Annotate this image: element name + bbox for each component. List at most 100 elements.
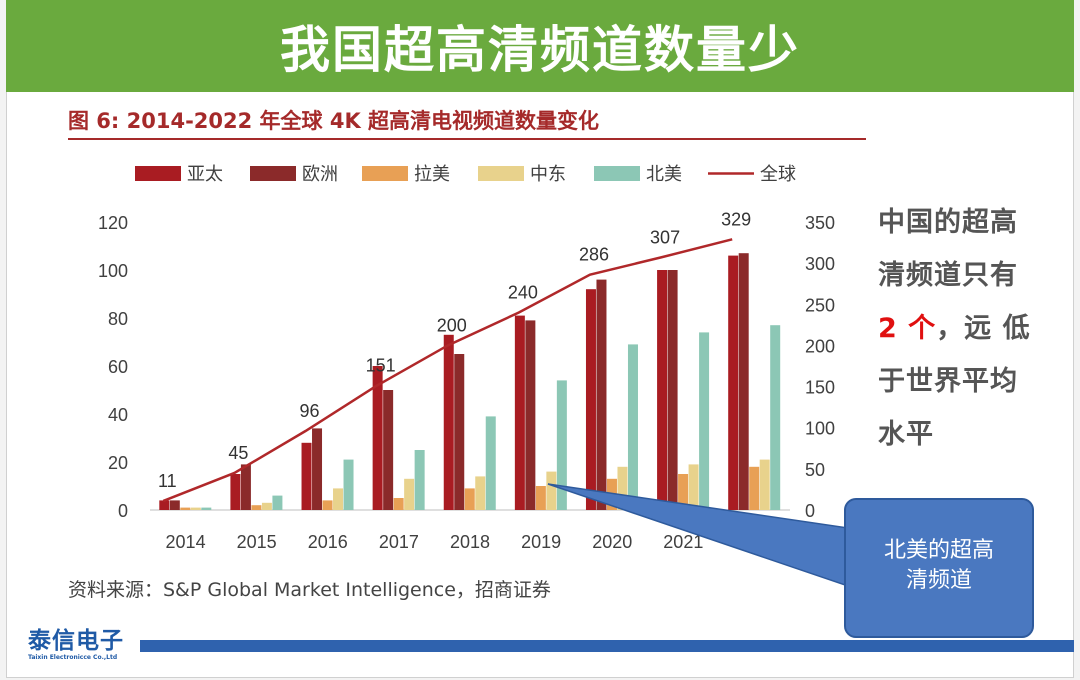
- bar: [230, 474, 241, 510]
- total-line: [162, 238, 733, 503]
- bar: [475, 476, 486, 510]
- bar: [759, 459, 770, 510]
- y-left-tick-label: 120: [98, 213, 128, 233]
- bar: [535, 486, 546, 510]
- data-label: 307: [650, 227, 680, 247]
- bar: [180, 507, 191, 510]
- legend-label: 亚太: [187, 164, 223, 184]
- data-label: 286: [579, 245, 609, 265]
- bar: [738, 253, 749, 510]
- y-left-tick-label: 100: [98, 261, 128, 281]
- x-tick-label: 2014: [166, 532, 206, 552]
- x-tick-label: 2020: [592, 532, 632, 552]
- y-right-tick-label: 250: [805, 295, 835, 315]
- bar: [525, 320, 536, 510]
- bar: [514, 315, 525, 510]
- y-right-tick-label: 0: [805, 501, 815, 521]
- bar: [169, 500, 180, 510]
- company-logo: 泰信电子 Taixin Electronicce Co.,Ltd: [28, 628, 124, 661]
- y-left-tick-label: 0: [118, 501, 128, 521]
- y-right-tick-label: 200: [805, 336, 835, 356]
- data-label: 329: [721, 209, 751, 229]
- data-label: 96: [300, 401, 320, 421]
- bar: [312, 428, 323, 510]
- side-note: 中国的超高 清频道只有 2 个，远 低 于世界平均 水平: [878, 196, 1058, 461]
- legend-label: 拉美: [414, 164, 450, 184]
- bar: [251, 505, 262, 510]
- bar: [657, 270, 668, 510]
- legend-label: 欧洲: [302, 164, 338, 184]
- legend-label: 北美: [646, 164, 682, 184]
- bar: [546, 471, 557, 510]
- side-note-line-5: 水平: [878, 419, 934, 450]
- bar: [372, 366, 383, 510]
- x-tick-label: 2019: [521, 532, 561, 552]
- y-left-tick-label: 20: [108, 453, 128, 473]
- bar: [688, 464, 699, 510]
- data-label: 11: [158, 471, 177, 491]
- bar: [322, 500, 333, 510]
- x-tick-label: 2018: [450, 532, 490, 552]
- bar: [301, 442, 312, 510]
- bar: [272, 495, 283, 510]
- bar: [556, 380, 567, 510]
- bar: [617, 466, 628, 510]
- legend-swatch: [135, 166, 181, 181]
- bar: [627, 344, 638, 510]
- bar: [596, 279, 607, 510]
- bar: [464, 488, 475, 510]
- y-right-tick-label: 50: [805, 460, 825, 480]
- bar: [414, 450, 425, 510]
- figure-title: 图 6: 2014-2022 年全球 4K 超高清电视频道数量变化: [68, 109, 600, 133]
- side-note-highlight: 2 个: [878, 313, 937, 344]
- title-banner: 我国超高清频道数量少: [6, 0, 1074, 92]
- bar: [585, 289, 596, 510]
- y-right-tick-label: 350: [805, 213, 835, 233]
- bar: [443, 334, 454, 510]
- side-note-line-2: 清频道只有: [878, 260, 1018, 291]
- data-label: 151: [366, 356, 396, 376]
- bar: [201, 507, 212, 510]
- side-note-line-3: 2 个，远 低: [878, 302, 1058, 355]
- y-left-tick-label: 80: [108, 309, 128, 329]
- y-left-tick-label: 60: [108, 357, 128, 377]
- bar: [485, 416, 496, 510]
- legend-label: 全球: [760, 164, 796, 184]
- bar: [678, 474, 689, 510]
- x-tick-label: 2015: [237, 532, 277, 552]
- data-label: 45: [228, 443, 248, 463]
- bar: [190, 507, 201, 510]
- legend-label: 中东: [530, 164, 566, 184]
- bar: [343, 459, 354, 510]
- bar: [393, 498, 404, 510]
- bar: [699, 332, 710, 510]
- side-note-line-4: 于世界平均: [878, 366, 1018, 397]
- x-tick-label: 2016: [308, 532, 348, 552]
- bar: [728, 255, 739, 510]
- page-title: 我国超高清频道数量少: [280, 21, 800, 79]
- footer-bar: [140, 640, 1074, 652]
- legend-swatch: [250, 166, 296, 181]
- bar: [240, 464, 251, 510]
- y-right-tick-label: 100: [805, 419, 835, 439]
- data-source: 资料来源：S&P Global Market Intelligence，招商证券: [68, 579, 551, 601]
- logo-subtitle: Taixin Electronicce Co.,Ltd: [28, 654, 118, 661]
- bar: [333, 488, 344, 510]
- legend-swatch: [362, 166, 408, 181]
- legend-swatch: [594, 166, 640, 181]
- bar: [383, 390, 394, 510]
- y-right-tick-label: 300: [805, 254, 835, 274]
- bar: [404, 478, 415, 510]
- y-left-tick-label: 40: [108, 405, 128, 425]
- callout-box: 北美的超高 清频道: [844, 498, 1034, 638]
- logo-name: 泰信电子: [28, 628, 124, 654]
- bar: [159, 500, 170, 510]
- y-right-tick-label: 150: [805, 378, 835, 398]
- x-tick-label: 2021: [663, 532, 703, 552]
- legend-swatch: [478, 166, 524, 181]
- callout-line-2: 清频道: [905, 568, 972, 593]
- data-label: 240: [508, 283, 538, 303]
- bar: [770, 325, 781, 510]
- figure-title-rule: [68, 138, 866, 140]
